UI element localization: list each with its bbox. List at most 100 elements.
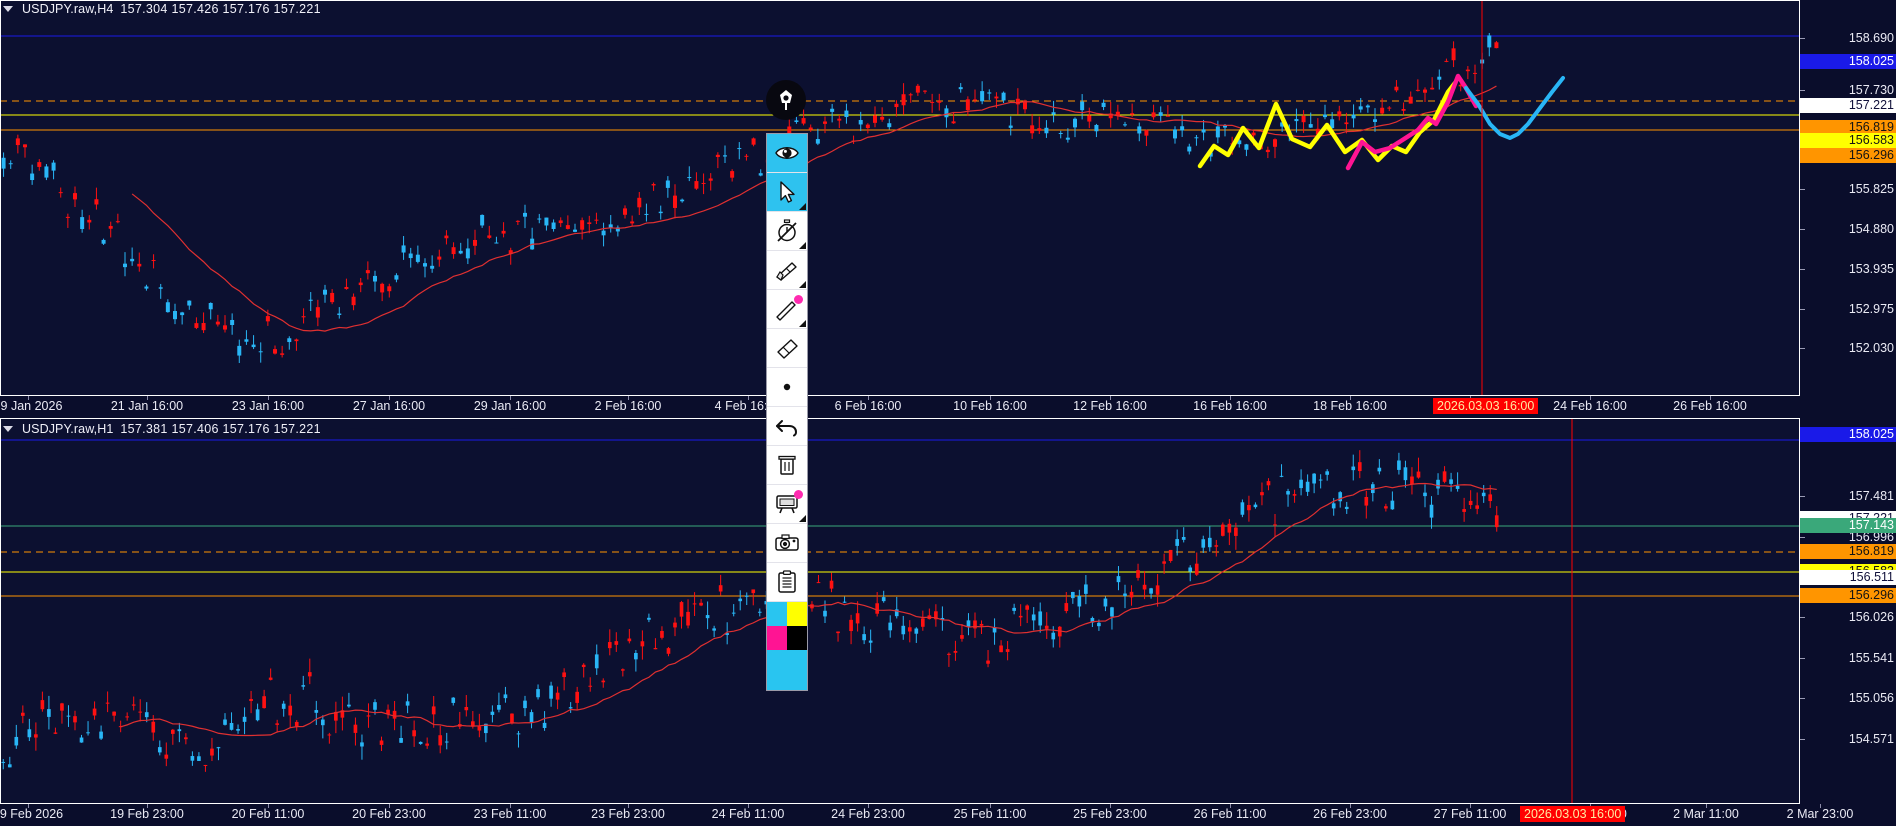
candle-body bbox=[287, 338, 292, 343]
candle-body bbox=[273, 349, 277, 354]
candle-body bbox=[473, 239, 477, 246]
time-tick-mark bbox=[1110, 396, 1111, 400]
stopwatch-off-icon[interactable] bbox=[767, 212, 807, 251]
undo-icon[interactable] bbox=[767, 407, 807, 446]
plot-area-h1[interactable] bbox=[0, 418, 1800, 804]
price-level-label[interactable]: 156.511 bbox=[1800, 570, 1896, 585]
price-level-label[interactable]: 157.221 bbox=[1800, 98, 1896, 113]
plot-area-h4[interactable] bbox=[0, 0, 1800, 396]
candle-body bbox=[484, 723, 488, 734]
candle-body bbox=[412, 730, 416, 737]
price-level-label[interactable]: 156.296 bbox=[1800, 148, 1896, 163]
time-scale-h1[interactable]: 19 Feb 2026 19 Feb 23:00 20 Feb 11:00 20 Fe… bbox=[0, 804, 1853, 826]
drawing-toolbar[interactable] bbox=[766, 133, 808, 691]
time-tick-label: 2 Mar 11:00 bbox=[1673, 807, 1739, 821]
crosshair-visibility-icon[interactable] bbox=[767, 134, 807, 173]
candle-body bbox=[601, 230, 606, 236]
candle-body bbox=[1, 761, 6, 763]
candle-body bbox=[708, 178, 713, 181]
candle-body bbox=[1116, 576, 1121, 583]
tool-submenu-arrow-icon[interactable] bbox=[799, 515, 806, 522]
candle-body bbox=[555, 692, 560, 700]
price-tick-label: 157.730 bbox=[1848, 83, 1894, 97]
candle-body bbox=[862, 634, 866, 641]
chevron-down-icon[interactable] bbox=[3, 6, 13, 12]
candle-body bbox=[464, 706, 469, 711]
candle-body bbox=[1057, 626, 1062, 637]
swatch-yellow[interactable] bbox=[787, 602, 807, 626]
active-color-swatch[interactable] bbox=[767, 650, 807, 690]
price-scale-h4[interactable]: 158.690 157.730 155.825 154.880 153.935 152.9… bbox=[1800, 0, 1896, 418]
candle-body bbox=[994, 96, 999, 99]
price-level-label[interactable]: 156.819 bbox=[1800, 120, 1896, 135]
eraser-icon[interactable] bbox=[767, 329, 807, 368]
price-level-label[interactable]: 156.819 bbox=[1800, 544, 1896, 559]
candle-body bbox=[1323, 114, 1327, 118]
eye-icon-glyph bbox=[775, 147, 799, 159]
candle-body bbox=[1071, 591, 1075, 599]
forecast-blue-line bbox=[1464, 76, 1565, 140]
candle-body bbox=[987, 92, 992, 94]
candle-body bbox=[537, 218, 542, 220]
price-level-label[interactable]: 156.583 bbox=[1800, 133, 1896, 148]
candle-body bbox=[53, 732, 58, 734]
candle-body bbox=[723, 155, 727, 157]
swatch-cyan[interactable] bbox=[767, 602, 787, 626]
candle-body bbox=[1416, 471, 1421, 478]
stopwatch-off-icon-glyph bbox=[777, 219, 797, 242]
dot-brush-icon[interactable] bbox=[767, 368, 807, 407]
tool-submenu-arrow-icon[interactable] bbox=[799, 203, 806, 210]
color-indicator-dot bbox=[794, 490, 803, 499]
swatch-black[interactable] bbox=[787, 626, 807, 650]
time-scale-h4[interactable]: 19 Jan 2026 21 Jan 16:00 23 Jan 16:00 27 Ja… bbox=[0, 396, 1800, 418]
candle-body bbox=[165, 302, 170, 313]
candle-body bbox=[79, 737, 84, 743]
candle-body bbox=[451, 247, 456, 255]
delete-all-icon[interactable] bbox=[767, 446, 807, 485]
candle-body bbox=[787, 126, 792, 136]
candle-body bbox=[366, 715, 371, 717]
candle-body bbox=[623, 208, 627, 215]
candle-body bbox=[1365, 105, 1370, 108]
chart-pane-h1[interactable]: 157.481 156.996 156.026 155.541 155.056 154.5… bbox=[0, 418, 1896, 826]
whiteboard-icon[interactable] bbox=[767, 485, 807, 524]
candle-body bbox=[1387, 107, 1392, 109]
fountain-pen-icon[interactable] bbox=[766, 80, 806, 120]
chevron-down-icon[interactable] bbox=[3, 426, 13, 432]
cursor-select-icon[interactable] bbox=[767, 173, 807, 212]
candle-body bbox=[731, 612, 736, 614]
price-level-label[interactable]: 157.143 bbox=[1800, 518, 1896, 533]
pane-header-h4[interactable]: USDJPY.raw,H4 157.304 157.426 157.176 15… bbox=[0, 0, 321, 18]
candle-body bbox=[275, 723, 279, 725]
candle-body bbox=[653, 647, 658, 650]
candle-body bbox=[873, 115, 877, 123]
candle-body bbox=[894, 103, 899, 108]
candle-body bbox=[627, 638, 632, 642]
clipboard-icon[interactable] bbox=[767, 563, 807, 602]
candle-body bbox=[679, 602, 684, 617]
candle-body bbox=[1266, 481, 1271, 486]
time-tick-label: 23 Feb 11:00 bbox=[473, 807, 547, 821]
candle-body bbox=[588, 685, 593, 687]
candle-body bbox=[1187, 146, 1192, 152]
candle-body bbox=[1165, 115, 1170, 117]
tool-submenu-arrow-icon[interactable] bbox=[799, 320, 806, 327]
price-level-label[interactable]: 156.296 bbox=[1800, 588, 1896, 603]
price-level-label[interactable]: 158.025 bbox=[1800, 427, 1896, 442]
tool-submenu-arrow-icon[interactable] bbox=[799, 242, 806, 249]
price-scale-h1[interactable]: 157.481 156.996 156.026 155.541 155.056 154.5… bbox=[1800, 418, 1896, 826]
line-tool-icon[interactable] bbox=[767, 290, 807, 329]
candle-body bbox=[1397, 460, 1401, 470]
price-level-label[interactable]: 158.025 bbox=[1800, 54, 1896, 69]
chart-pane-h4[interactable]: 158.690 157.730 155.825 154.880 153.935 152.9… bbox=[0, 0, 1896, 418]
swatch-magenta[interactable] bbox=[767, 626, 787, 650]
pane-header-h1[interactable]: USDJPY.raw,H1 157.381 157.406 157.176 15… bbox=[0, 420, 321, 438]
price-tick-mark bbox=[1800, 189, 1805, 190]
candle-body bbox=[830, 108, 835, 112]
tool-submenu-arrow-icon[interactable] bbox=[799, 281, 806, 288]
candle-body bbox=[816, 582, 821, 584]
marker-pen-icon[interactable] bbox=[767, 251, 807, 290]
color-swatch-grid[interactable] bbox=[767, 602, 807, 690]
candle-body bbox=[1023, 100, 1027, 110]
screenshot-icon[interactable] bbox=[767, 524, 807, 563]
